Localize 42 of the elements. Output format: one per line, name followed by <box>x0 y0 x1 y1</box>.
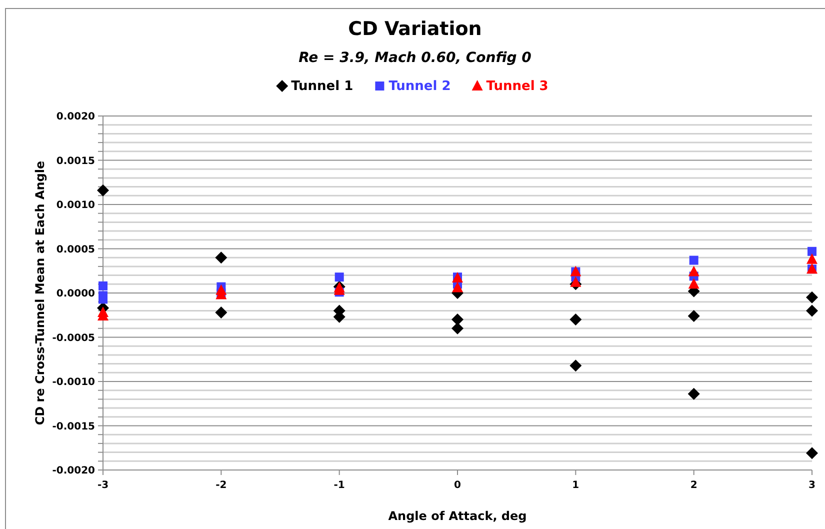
point <box>806 253 818 264</box>
point <box>688 266 700 276</box>
point <box>215 252 228 264</box>
point <box>689 256 698 265</box>
point <box>97 184 109 196</box>
chart-subtitle: Re = 3.9, Mach 0.60, Config 0 <box>298 50 532 66</box>
y-axis-title: CD re Cross-Tunnel Mean at Each Angle <box>33 160 47 426</box>
y-tick-label: 0.0010 <box>56 200 96 211</box>
point <box>570 360 582 372</box>
legend-label: Tunnel 2 <box>388 79 451 94</box>
x-tick-label: 0 <box>454 480 462 491</box>
point <box>688 310 700 322</box>
point <box>215 306 228 318</box>
y-tick-label: 0.0015 <box>56 156 96 167</box>
point <box>570 276 582 287</box>
point <box>452 282 463 292</box>
x-tick-label: 2 <box>690 480 698 491</box>
y-tick-label: -0.0015 <box>52 421 96 432</box>
x-tick-label: -3 <box>97 480 109 491</box>
x-tick-label: -1 <box>334 480 345 491</box>
y-tick-label: -0.0020 <box>52 466 96 476</box>
x-tick-label: 3 <box>808 480 816 491</box>
x-tick-label: -2 <box>216 480 227 491</box>
x-tick-label: 1 <box>572 480 580 491</box>
point <box>806 447 818 460</box>
point <box>688 388 700 400</box>
point <box>688 278 700 289</box>
point <box>806 304 818 317</box>
y-tick-label: 0.0000 <box>56 288 96 300</box>
point <box>808 246 816 256</box>
point <box>334 272 344 282</box>
chart-title: CD Variation <box>348 18 482 40</box>
y-tick-label: -0.0010 <box>52 377 96 388</box>
x-axis-title: Angle of Attack, deg <box>388 509 527 523</box>
legend-label: Tunnel 1 <box>291 79 354 94</box>
point <box>570 314 582 326</box>
y-tick-label: 0.0020 <box>56 112 96 122</box>
legend-label: Tunnel 3 <box>486 79 548 94</box>
point <box>98 281 108 290</box>
y-tick-label: 0.0005 <box>56 244 96 256</box>
point <box>806 291 818 304</box>
y-tick-label: -0.0005 <box>52 332 96 344</box>
